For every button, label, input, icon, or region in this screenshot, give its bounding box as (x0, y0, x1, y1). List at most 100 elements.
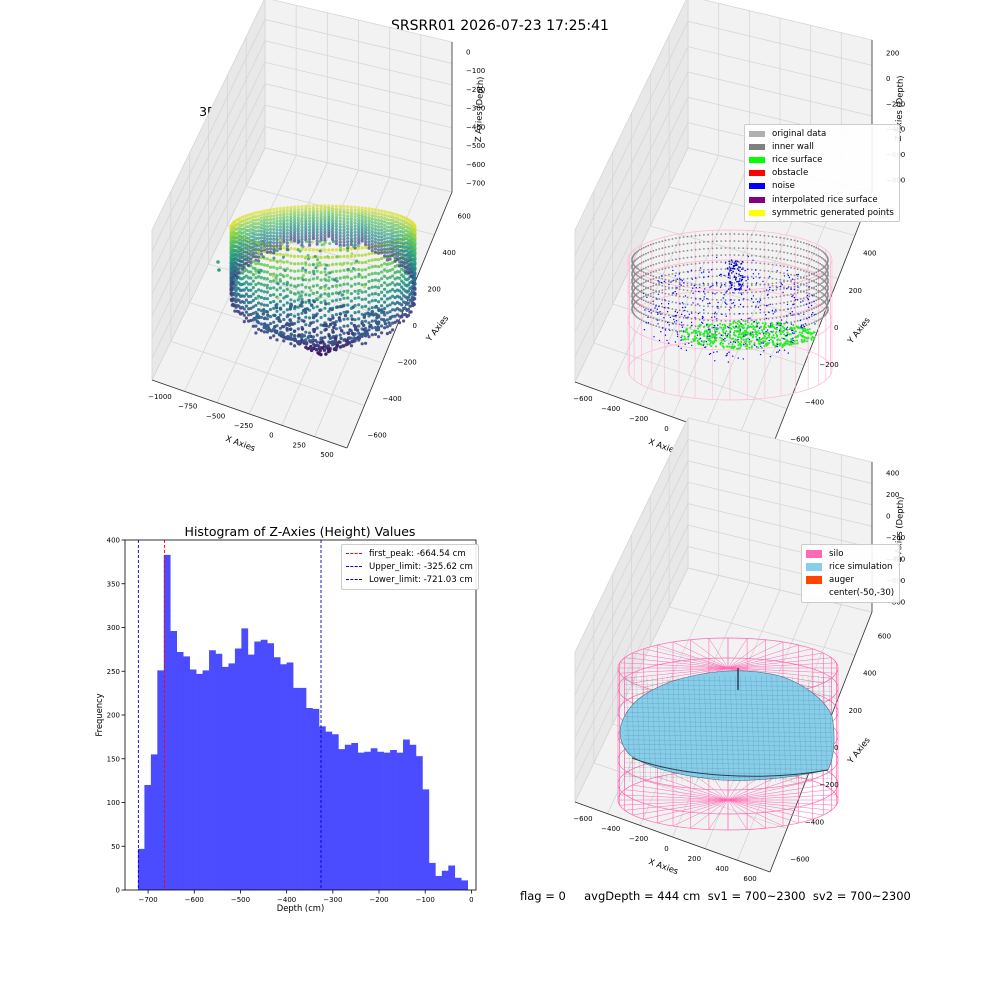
wall-point (639, 255, 641, 258)
data-point (262, 215, 266, 219)
wall-point (767, 256, 770, 258)
data-point (377, 218, 381, 222)
wall-point (783, 286, 785, 289)
wall-point (711, 254, 714, 257)
wall-point (819, 290, 821, 293)
data-point (289, 236, 293, 240)
data-point (254, 283, 258, 287)
data-point (315, 297, 319, 301)
x-tick-label: −600 (185, 896, 204, 904)
data-point (331, 292, 335, 296)
noise-point (697, 303, 699, 305)
data-point (272, 258, 276, 262)
wall-point (698, 276, 701, 279)
data-point (249, 212, 253, 216)
data-point (327, 206, 331, 210)
data-point (251, 212, 255, 216)
wall-point (671, 280, 674, 282)
wall-point (750, 233, 753, 236)
z-tick-label: −100 (466, 67, 485, 75)
wall-point (639, 304, 641, 307)
noise-point (730, 263, 733, 266)
data-point (296, 221, 300, 225)
data-point (263, 316, 267, 320)
data-point (335, 285, 339, 289)
wall-point (815, 292, 818, 295)
data-point (393, 314, 397, 318)
data-point (342, 289, 346, 293)
data-point (254, 258, 258, 262)
rice-point (737, 326, 740, 329)
y-tick-label: −400 (383, 395, 402, 403)
data-point (319, 212, 323, 216)
data-point (402, 294, 406, 298)
data-point (342, 254, 346, 258)
data-point (259, 315, 263, 319)
data-point (247, 263, 251, 268)
wall-point (690, 263, 693, 265)
rice-point (757, 346, 760, 349)
noise-point (755, 306, 757, 308)
wall-point (783, 258, 785, 261)
data-point (395, 313, 399, 317)
data-point (393, 302, 397, 306)
data-point (254, 233, 258, 237)
data-point (249, 246, 253, 250)
data-point (367, 222, 371, 226)
data-point (244, 298, 248, 302)
wall-point (790, 321, 792, 324)
noise-point (776, 287, 778, 289)
data-point (370, 226, 374, 230)
z-axis-label: Z Axies (Depth) (473, 76, 485, 142)
rice-point (751, 336, 754, 339)
data-point (262, 218, 266, 222)
wall-point (655, 277, 658, 279)
noise-point (674, 275, 677, 277)
histogram-bar (163, 554, 171, 891)
rice-point (734, 321, 737, 324)
noise-point (778, 349, 781, 351)
noise-point (806, 318, 808, 320)
data-point (254, 211, 258, 215)
wall-point (668, 279, 670, 282)
wall-point (786, 315, 789, 317)
data-point (289, 312, 293, 317)
noise-point (761, 342, 763, 344)
data-point (349, 225, 353, 229)
rice-point (757, 340, 760, 343)
data-point (300, 283, 304, 287)
wall-point (720, 254, 723, 256)
data-point (272, 211, 276, 215)
rice-point (793, 326, 796, 329)
wall-point (805, 310, 808, 313)
data-point (252, 316, 256, 321)
data-point (298, 249, 302, 253)
wall-point (640, 284, 643, 287)
noise-point (741, 293, 743, 296)
data-point (304, 204, 308, 208)
data-point (388, 330, 392, 334)
rice-point (703, 325, 706, 328)
rice-point (681, 334, 684, 337)
data-point (304, 210, 308, 214)
wall-point (805, 296, 808, 299)
data-point (289, 218, 293, 222)
noise-point (712, 292, 714, 295)
rice-point (733, 345, 736, 348)
noise-point (728, 266, 731, 268)
grid-line (151, 147, 453, 381)
noise-point (793, 296, 796, 299)
data-point (375, 327, 380, 332)
wall-point (724, 282, 727, 284)
data-point (254, 255, 258, 259)
wall-point (750, 247, 753, 250)
data-point (382, 318, 386, 322)
x-tick-label: −750 (178, 403, 197, 411)
data-point (413, 243, 417, 247)
data-point (353, 215, 357, 219)
data-point (383, 254, 387, 258)
data-point (364, 282, 368, 286)
data-point (268, 307, 273, 312)
wall-point (686, 289, 689, 292)
wall-point (682, 271, 685, 273)
